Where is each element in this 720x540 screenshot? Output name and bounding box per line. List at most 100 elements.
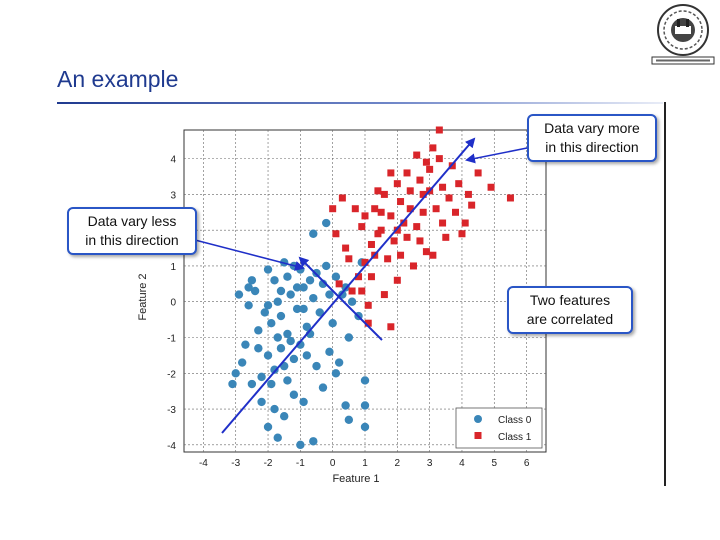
class0-point [286, 290, 295, 299]
class1-point [361, 258, 369, 266]
class0-point [289, 354, 299, 364]
class0-point [234, 290, 244, 299]
class1-point [367, 273, 375, 281]
class0-point [309, 437, 318, 446]
class1-point [358, 287, 366, 295]
class1-point [393, 226, 401, 234]
class0-point [344, 415, 354, 424]
class1-point [364, 301, 372, 309]
class0-point [341, 401, 350, 410]
class0-point [228, 379, 237, 389]
annotation-lines [194, 137, 528, 434]
class0-point [309, 229, 318, 238]
class1-point [416, 237, 424, 245]
callout-correlated-line1: Two features [529, 292, 611, 308]
class0-point [247, 276, 257, 285]
class0-point [244, 301, 253, 310]
class1-point [390, 237, 398, 245]
class0-point [344, 333, 354, 342]
university-logo-icon [651, 4, 715, 65]
x-tick-label: -1 [296, 458, 305, 469]
class1-point [429, 144, 437, 152]
class1-point [400, 219, 408, 227]
callout-vary-more-line1: Data vary more [544, 120, 640, 136]
class1-point [452, 208, 459, 216]
class1-point [429, 251, 437, 259]
class0-point [331, 272, 341, 281]
class1-point [435, 155, 443, 163]
class1-point [413, 151, 421, 159]
class0-point [292, 304, 302, 314]
callout-vary-more-line2: in this direction [545, 139, 639, 155]
class0-point [302, 351, 312, 360]
class0-point [305, 276, 315, 285]
class1-point [387, 212, 395, 220]
class1-point [384, 255, 392, 263]
class1-point [361, 212, 369, 220]
class0-point [254, 344, 263, 353]
class0-point [322, 218, 331, 228]
class1-point [458, 230, 466, 238]
class1-point [409, 262, 417, 270]
class1-point [371, 205, 379, 213]
class0-point [360, 401, 370, 410]
class1-point [461, 219, 469, 227]
class0-point [299, 304, 308, 314]
class1-point [377, 208, 385, 216]
class1-point [393, 276, 401, 284]
x-tick-label: 2 [395, 458, 401, 469]
minor-direction-line [298, 256, 383, 341]
legend-class1-label: Class 1 [498, 432, 532, 443]
class1-point [374, 187, 382, 195]
class1-point [439, 219, 447, 227]
class1-point [426, 165, 434, 173]
class1-point [380, 190, 388, 198]
class0-point [267, 379, 276, 389]
class0-point [273, 297, 282, 306]
class1-point [406, 187, 414, 195]
class1-point [335, 280, 343, 288]
class1-point [374, 230, 382, 238]
class1-point [351, 205, 359, 213]
class0-point [250, 286, 260, 296]
class0-point [270, 276, 279, 285]
legend-box [455, 407, 543, 449]
class1-point [367, 240, 375, 248]
class1-point [397, 251, 405, 259]
class0-point [244, 283, 253, 292]
class0-point [318, 383, 328, 392]
class1-point [393, 180, 401, 188]
class1-point [329, 205, 337, 213]
x-axis-label: Feature 1 [332, 473, 379, 485]
callout-vary-less: Data vary less in this direction [67, 207, 197, 255]
class1-point [422, 248, 430, 256]
callout-correlated: Two features are correlated [507, 286, 633, 334]
x-tick-label: 3 [427, 458, 433, 469]
callout-less-pointer [194, 239, 305, 271]
x-tick-label: 6 [524, 458, 530, 469]
class1-point [474, 169, 482, 177]
class0-point [231, 369, 240, 378]
legend: Class 0 Class 1 [455, 407, 543, 449]
class0-point [263, 351, 273, 360]
class1-point [364, 319, 372, 327]
class0-point [286, 336, 295, 346]
class1-point [413, 223, 421, 231]
class0-point [257, 397, 266, 407]
class0-point [334, 358, 344, 367]
x-tick-label: 4 [459, 458, 465, 469]
class0-point [273, 433, 282, 442]
class1-point [419, 190, 427, 198]
class0-point [283, 272, 292, 281]
y-tick-label: -3 [167, 405, 176, 416]
class0-point [270, 404, 279, 414]
class0-point [309, 293, 318, 303]
class1-point [422, 158, 430, 166]
principal-direction-line [221, 137, 476, 434]
class1-point [468, 201, 476, 209]
class1-point [445, 194, 453, 202]
slide-title: An example [57, 66, 179, 92]
class0-point [237, 358, 247, 367]
